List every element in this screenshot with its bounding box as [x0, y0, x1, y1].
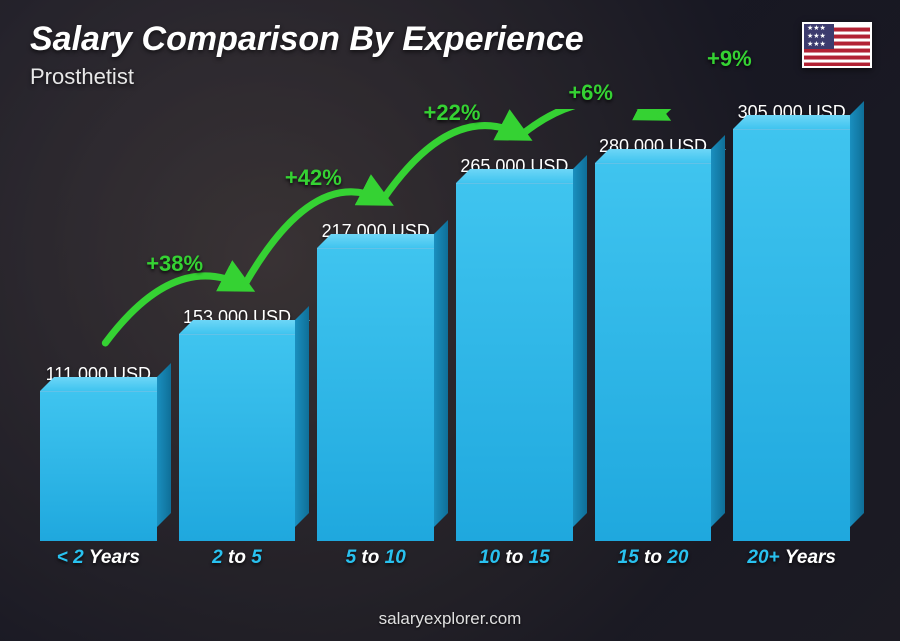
- bar-3: 265,000 USD: [456, 156, 573, 541]
- x-label-4: 15 to 20: [595, 547, 712, 569]
- bars-container: 111,000 USD153,000 USD217,000 USD265,000…: [40, 109, 850, 541]
- bar-front-face: [595, 163, 712, 541]
- bar-3d: [40, 391, 157, 541]
- bar-front-face: [456, 183, 573, 541]
- bar-side-face: [711, 135, 725, 527]
- country-flag-icon: [802, 22, 872, 68]
- bar-1: 153,000 USD: [179, 307, 296, 541]
- bar-3d: [317, 248, 434, 541]
- bar-top-face: [40, 377, 171, 391]
- bar-top-face: [179, 320, 310, 334]
- bar-top-face: [317, 234, 448, 248]
- bar-top-face: [456, 169, 587, 183]
- x-label-1: 2 to 5: [179, 547, 296, 569]
- bar-side-face: [157, 363, 171, 527]
- bar-top-face: [595, 149, 726, 163]
- bar-3d: [179, 334, 296, 541]
- chart-title: Salary Comparison By Experience: [30, 20, 584, 59]
- bar-3d: [456, 183, 573, 541]
- footer-credit: salaryexplorer.com: [0, 609, 900, 629]
- bar-0: 111,000 USD: [40, 364, 157, 541]
- bar-front-face: [40, 391, 157, 541]
- bar-chart: 111,000 USD153,000 USD217,000 USD265,000…: [40, 109, 850, 569]
- x-label-5: 20+ Years: [733, 547, 850, 569]
- chart-stage: Salary Comparison By Experience Prosthet…: [0, 0, 900, 641]
- bar-front-face: [733, 129, 850, 541]
- bar-front-face: [317, 248, 434, 541]
- bar-5: 305,000 USD: [733, 102, 850, 541]
- x-axis-labels: < 2 Years 2 to 5 5 to 10 10 to 15 15 to 20 20…: [40, 547, 850, 569]
- bar-2: 217,000 USD: [317, 221, 434, 541]
- bar-side-face: [434, 220, 448, 527]
- x-label-3: 10 to 15: [456, 547, 573, 569]
- bar-4: 280,000 USD: [595, 136, 712, 541]
- bar-side-face: [573, 155, 587, 527]
- chart-subtitle: Prosthetist: [30, 64, 134, 90]
- x-label-2: 5 to 10: [317, 547, 434, 569]
- bar-side-face: [850, 101, 864, 527]
- bar-top-face: [733, 115, 864, 129]
- bar-3d: [733, 129, 850, 541]
- bar-front-face: [179, 334, 296, 541]
- bar-side-face: [295, 306, 309, 527]
- x-label-0: < 2 Years: [40, 547, 157, 569]
- bar-3d: [595, 163, 712, 541]
